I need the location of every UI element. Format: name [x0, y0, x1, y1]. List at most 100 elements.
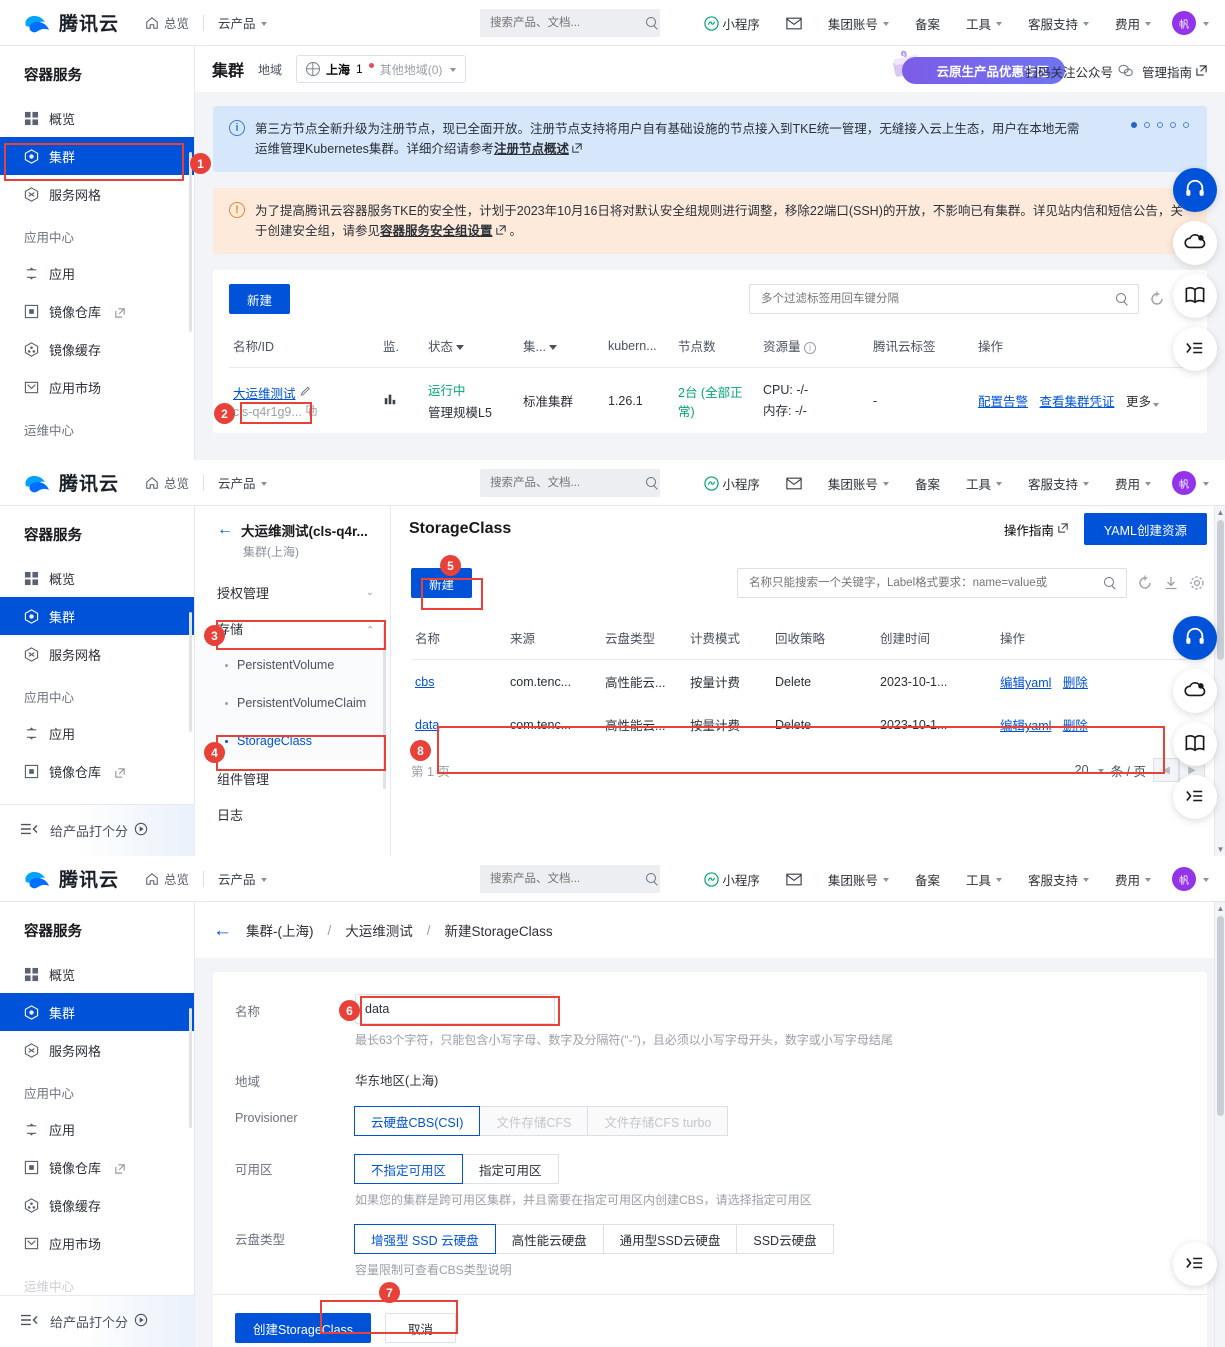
sidebar-scrollbar[interactable] [189, 152, 192, 332]
chevron-down-icon[interactable] [1203, 22, 1209, 26]
sidebar-item-overview[interactable]: 概览 [0, 99, 194, 137]
search-input[interactable] [488, 16, 646, 30]
nav-products[interactable]: 云产品 [218, 473, 267, 492]
subnav-section-components[interactable]: 组件管理 [195, 760, 390, 796]
sidebar-item-overview[interactable]: 概览 [0, 559, 194, 597]
carousel-dot[interactable] [1183, 122, 1189, 128]
disk-option-enhanced-ssd[interactable]: 增强型 SSD 云硬盘 [354, 1224, 496, 1254]
nav-support[interactable]: 客服支持 [1015, 870, 1102, 889]
support-button[interactable] [1173, 616, 1217, 660]
play-circle-icon[interactable] [134, 822, 148, 839]
scroll-up-arrow[interactable]: ▲ [1216, 904, 1225, 913]
op-delete[interactable]: 删除 [1062, 676, 1088, 690]
alert-link[interactable]: 注册节点概述 [493, 142, 569, 156]
support-button[interactable] [1173, 168, 1217, 212]
subnav-section-auth[interactable]: 授权管理 ⌄ [195, 574, 390, 610]
sidebar-item-cluster[interactable]: 集群 [0, 597, 194, 635]
op-more[interactable]: 更多 [1126, 395, 1160, 409]
provisioner-option-cfs[interactable]: 文件存储CFS [479, 1106, 589, 1136]
sc-search-field[interactable] [747, 576, 1104, 590]
sidebar-item-app[interactable]: 应用 [0, 714, 194, 752]
cancel-button[interactable]: 取消 [385, 1313, 457, 1343]
cluster-breadcrumb[interactable]: ← 大运维测试(cls-q4r... [217, 520, 390, 540]
copy-icon[interactable] [306, 404, 317, 419]
submit-storageclass-button[interactable]: 创建StorageClass [235, 1313, 372, 1343]
alert-link[interactable]: 容器服务安全组设置 [380, 224, 493, 238]
disk-option-ssd[interactable]: SSD云硬盘 [736, 1224, 834, 1254]
nav-support[interactable]: 客服支持 [1015, 14, 1102, 33]
sidebar-item-market[interactable]: 应用市场 [0, 368, 194, 406]
op-config-alarm[interactable]: 配置告警 [978, 395, 1029, 409]
global-search[interactable] [480, 9, 660, 37]
search-icon[interactable] [646, 872, 659, 886]
operation-guide-link[interactable]: 操作指南 [1004, 520, 1068, 539]
subnav-item-persistentvolumeclaim[interactable]: PersistentVolumeClaim [195, 684, 390, 722]
cloud-notify-button[interactable] [1173, 669, 1217, 713]
nav-products[interactable]: 云产品 [218, 869, 267, 888]
yaml-create-button[interactable]: YAML创建资源 [1083, 513, 1207, 545]
op-edit-yaml[interactable]: 编辑yaml [1000, 676, 1052, 690]
breadcrumb-cluster[interactable]: 大运维测试 [345, 924, 413, 939]
nav-group-account[interactable]: 集团账号 [815, 14, 902, 33]
avatar[interactable]: 帆 [1172, 867, 1196, 891]
sidebar-item-mesh[interactable]: 服务网格 [0, 175, 194, 213]
region-selector[interactable]: 上海 1 其他地域(0) [296, 55, 467, 83]
chart-icon[interactable] [383, 394, 397, 409]
collapse-icon[interactable] [20, 1312, 38, 1331]
nav-group-account[interactable]: 集团账号 [815, 870, 902, 889]
download-icon[interactable] [1163, 575, 1179, 591]
scroll-up-arrow[interactable]: ▲ [1216, 508, 1225, 517]
nav-miniprogram[interactable]: 小程序 [691, 870, 773, 889]
create-storageclass-button[interactable]: 新建 [411, 568, 473, 598]
carousel-dots[interactable] [1131, 122, 1189, 128]
zone-option-unspecified[interactable]: 不指定可用区 [354, 1154, 464, 1184]
disk-option-high-perf[interactable]: 高性能云硬盘 [494, 1224, 604, 1254]
sidebar-item-app[interactable]: 应用 [0, 254, 194, 292]
subnav-scrollbar[interactable] [383, 624, 386, 789]
collapse-icon[interactable] [20, 821, 38, 840]
chevron-down-icon[interactable] [1097, 769, 1104, 773]
back-arrow-icon[interactable]: ← [213, 919, 232, 941]
sc-name-link[interactable]: cbs [415, 674, 435, 689]
filter-icon[interactable] [548, 345, 557, 350]
search-icon[interactable] [1104, 576, 1117, 590]
menu-list-button[interactable] [1173, 327, 1217, 371]
rate-product-label[interactable]: 给产品打个分 [50, 1315, 129, 1330]
sidebar-item-mesh[interactable]: 服务网格 [0, 635, 194, 673]
sidebar-item-cluster[interactable]: 集群 [0, 137, 194, 175]
nav-tools[interactable]: 工具 [953, 870, 1015, 889]
nav-group-account[interactable]: 集团账号 [815, 474, 902, 493]
nav-mail[interactable] [773, 477, 815, 490]
promo-banner[interactable]: 云原生产品优惠专区 [893, 50, 1065, 84]
nav-mail[interactable] [773, 873, 815, 886]
rate-product-label[interactable]: 给产品打个分 [50, 824, 129, 839]
provisioner-option-cfs-turbo[interactable]: 文件存储CFS turbo [587, 1106, 729, 1136]
nav-billing[interactable]: 费用 [1102, 870, 1164, 889]
page-size-value[interactable]: 20 [1074, 763, 1089, 777]
op-edit-yaml[interactable]: 编辑yaml [1000, 719, 1052, 733]
provisioner-option-cbs[interactable]: 云硬盘CBS(CSI) [354, 1106, 481, 1136]
sc-search-input[interactable] [737, 568, 1127, 598]
carousel-dot[interactable] [1144, 122, 1150, 128]
search-icon[interactable] [1116, 292, 1129, 306]
content-scrollbar[interactable]: ▲ [1214, 902, 1225, 1347]
nav-tools[interactable]: 工具 [953, 14, 1015, 33]
op-delete[interactable]: 删除 [1062, 719, 1088, 733]
brand-logo[interactable]: 腾讯云 [0, 9, 119, 36]
nav-home[interactable]: 总览 [145, 869, 189, 888]
th-status[interactable]: 状态 [424, 326, 519, 368]
zone-option-specified[interactable]: 指定可用区 [462, 1154, 559, 1184]
disk-option-general-ssd[interactable]: 通用型SSD云硬盘 [602, 1224, 738, 1254]
sidebar-item-registry[interactable]: 镜像仓库 [0, 292, 194, 330]
sidebar-item-cache[interactable]: 镜像缓存 [0, 1186, 194, 1224]
menu-list-button[interactable] [1173, 775, 1217, 819]
carousel-dot[interactable] [1170, 122, 1176, 128]
filter-tag-input[interactable] [749, 284, 1139, 314]
nav-tools[interactable]: 工具 [953, 474, 1015, 493]
nav-miniprogram[interactable]: 小程序 [691, 474, 773, 493]
prev-page-button[interactable]: ◀ [1153, 758, 1179, 782]
sidebar-item-market[interactable]: 应用市场 [0, 1224, 194, 1262]
chevron-down-icon[interactable] [1203, 482, 1209, 486]
sidebar-item-app[interactable]: 应用 [0, 1110, 194, 1148]
search-icon[interactable] [646, 476, 659, 490]
